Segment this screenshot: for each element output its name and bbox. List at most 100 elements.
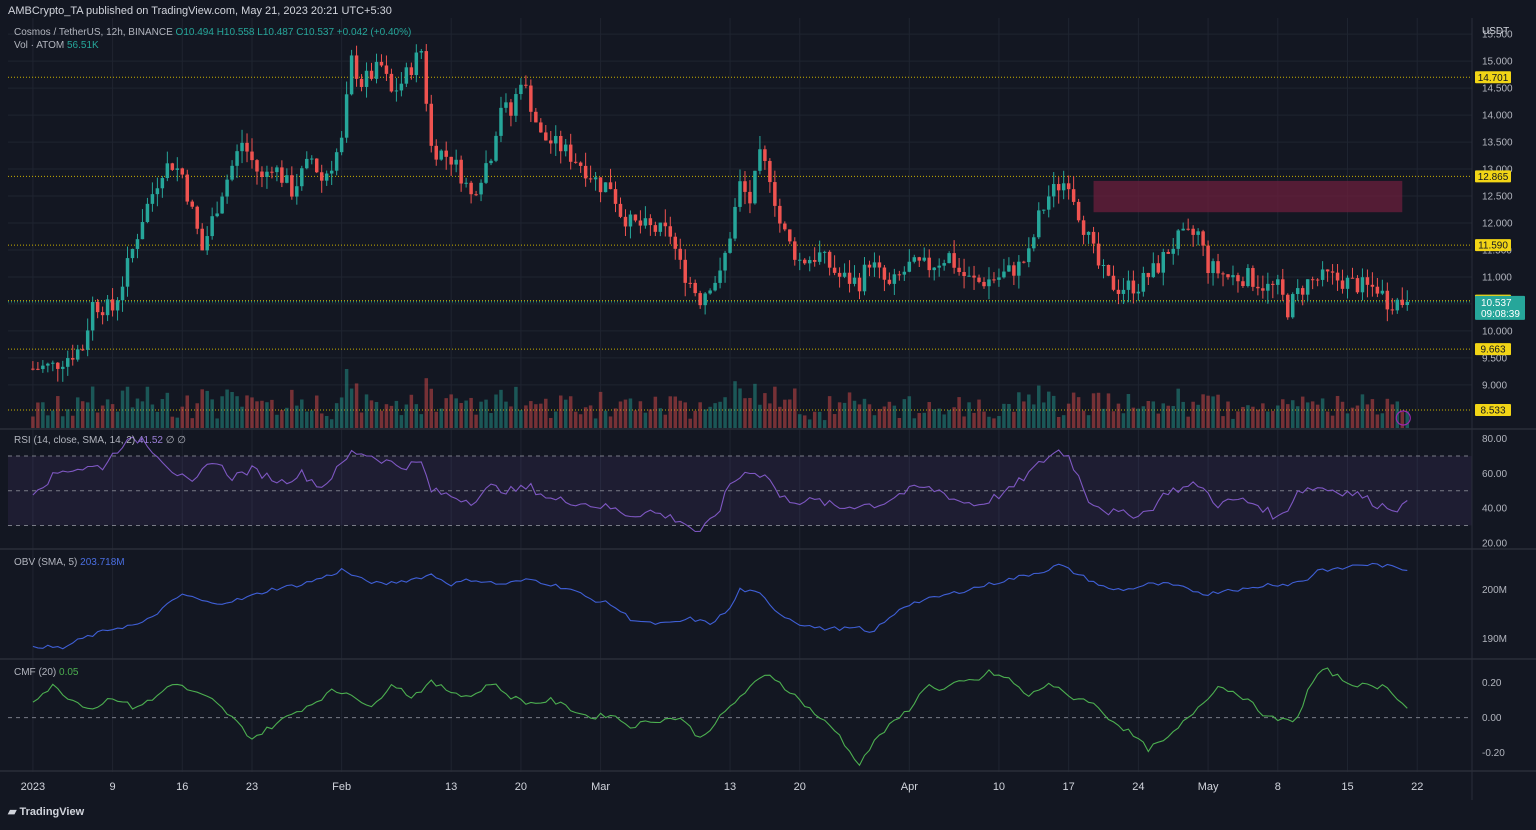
candle-body [1390, 309, 1395, 311]
candle-body [439, 150, 443, 160]
volume-bar [519, 410, 523, 428]
cmf-value: 0.05 [59, 667, 79, 678]
candle-body [1231, 275, 1235, 278]
volume-bar [90, 386, 95, 428]
volume-bar [917, 413, 922, 428]
volume-bar [280, 410, 284, 428]
candle-body [1211, 261, 1215, 274]
candle-body [1101, 264, 1106, 266]
volume-bar [638, 401, 643, 428]
candle-body [549, 140, 553, 144]
volume-bar [524, 405, 528, 428]
volume-bar [788, 399, 792, 428]
candle-body [937, 265, 941, 268]
candle-body [1176, 230, 1180, 249]
candle-body [817, 252, 822, 262]
volume-bar [105, 399, 110, 428]
volume-bar [220, 396, 224, 428]
volume-bar [922, 412, 926, 428]
volume-bar [494, 394, 498, 428]
obv-label[interactable]: OBV (SMA, 5) [14, 557, 78, 568]
candle-body [1037, 210, 1041, 238]
candle-body [892, 274, 897, 284]
volume-bar [1027, 394, 1031, 428]
volume-bar [489, 413, 493, 428]
volume-bar [598, 391, 603, 428]
candle-body [1141, 272, 1146, 292]
candle-body [464, 182, 468, 184]
volume-bar [857, 404, 862, 428]
volume-bar [195, 403, 199, 428]
candle-body [160, 178, 165, 189]
volume-bar [1196, 404, 1200, 428]
volume-bar [588, 405, 593, 428]
candle-body [653, 225, 658, 232]
volume-bar [723, 397, 727, 428]
volume-bar [1042, 402, 1046, 428]
volume-legend: Vol · ATOM 56.51K [14, 40, 99, 51]
volume-bar [255, 401, 259, 428]
symbol-title[interactable]: Cosmos / TetherUS, 12h, BINANCE [14, 27, 173, 38]
ohlc-readout: O10.494 H10.558 L10.487 C10.537 +0.042 (… [175, 27, 412, 38]
volume-bar [1251, 406, 1255, 428]
volume-bar [225, 389, 229, 428]
volume-bar [61, 416, 65, 428]
candle-body [1191, 228, 1195, 235]
candle-body [1315, 279, 1320, 281]
volume-bar [902, 399, 907, 428]
candle-body [479, 182, 483, 195]
volume-bar [354, 383, 359, 428]
candle-body [1081, 220, 1086, 235]
volume-bar [1315, 404, 1320, 428]
volume-bar [867, 404, 872, 428]
candle-body [1266, 283, 1270, 291]
candle-body [484, 163, 488, 183]
candle-body [544, 132, 548, 141]
rsi-value: 41.52 [137, 435, 163, 446]
tradingview-brand[interactable]: ▰ TradingView [8, 805, 84, 818]
volume-bar [952, 407, 956, 428]
price-tick-label: 9.000 [1482, 380, 1507, 391]
volume-bar [937, 408, 941, 428]
candle-body [1355, 278, 1360, 293]
volume-bar [250, 397, 254, 428]
volume-bar [812, 411, 817, 428]
candle-body [90, 301, 95, 331]
volume-bar [807, 419, 812, 428]
candle-body [603, 182, 608, 193]
volume-bar [270, 399, 274, 428]
volume-bar [1076, 397, 1081, 428]
candle-body [1276, 279, 1280, 285]
volume-bar [1256, 409, 1260, 428]
candle-body [389, 73, 394, 92]
volume-bar [768, 403, 772, 428]
time-tick-label: Feb [332, 781, 351, 793]
time-tick-label: 13 [445, 781, 457, 793]
candle-body [384, 65, 389, 74]
candle-body [494, 135, 498, 161]
cmf-label[interactable]: CMF (20) [14, 667, 57, 678]
volume-bar [1071, 392, 1076, 428]
candle-body [334, 152, 339, 171]
candle-body [897, 274, 902, 276]
volume-bar [1370, 399, 1375, 428]
volume-bar [1305, 402, 1310, 428]
rsi-label[interactable]: RSI (14, close, SMA, 14, 2) [14, 435, 136, 446]
candle-body [698, 293, 702, 306]
obv-value: 203.718M [80, 557, 125, 568]
candle-body [1295, 288, 1300, 295]
volume-bar [1176, 388, 1180, 428]
volume-value: 56.51K [66, 40, 99, 51]
volume-label[interactable]: Vol · ATOM [14, 40, 65, 51]
obv-tick-label: 200M [1482, 585, 1507, 596]
rsi-hidden-icon[interactable]: ∅ ∅ [165, 435, 186, 446]
volume-bar [290, 389, 294, 428]
volume-bar [738, 388, 742, 428]
volume-bar [165, 392, 170, 428]
candle-body [235, 151, 239, 166]
candle-body [563, 144, 568, 152]
volume-bar [210, 399, 214, 428]
candle-body [1320, 269, 1325, 280]
candle-body [1400, 299, 1405, 306]
